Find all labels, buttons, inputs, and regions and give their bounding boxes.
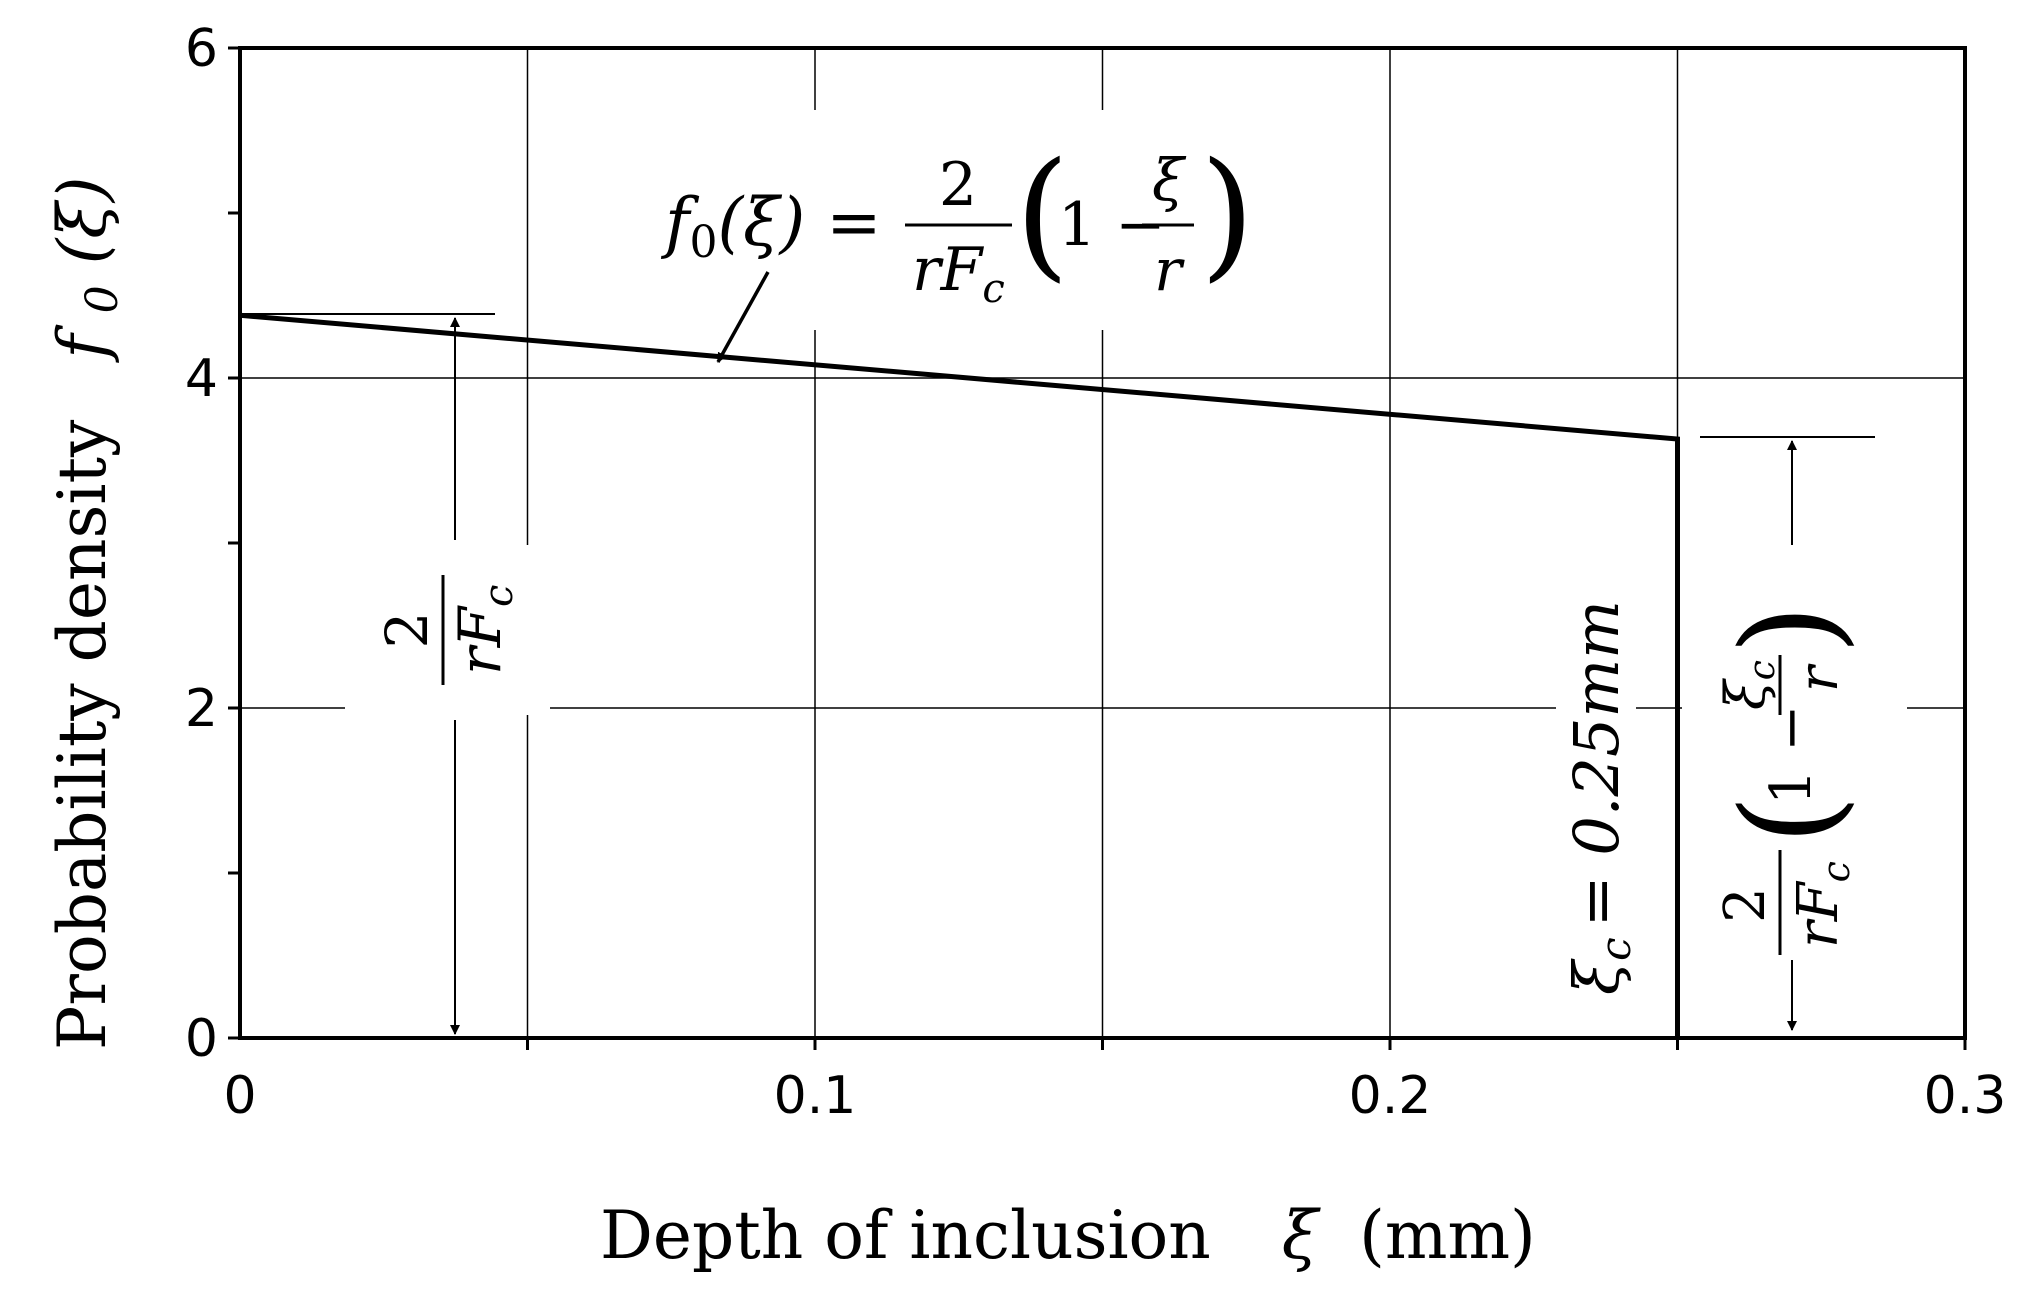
formula-close-paren: )	[1200, 133, 1255, 296]
x-axis-title-text: Depth of inclusion	[600, 1197, 1211, 1274]
x-axis-unit: (mm)	[1359, 1197, 1536, 1274]
left-dim-den-rf: rF	[446, 605, 514, 675]
formula-annotation: f0(ξ) = 2 rFc ( 1 − ξ r )	[640, 110, 1255, 330]
x-tick-label-0: 0	[223, 1066, 256, 1126]
formula-inner-numerator: ξ	[1152, 146, 1187, 214]
right-dim-inner-denominator: r	[1787, 663, 1850, 692]
x-tick-label-3: 0.3	[1924, 1066, 2007, 1126]
y-axis-title: Probability density f 0 (ξ)	[44, 176, 133, 1050]
formula-den-rf: rF	[912, 235, 985, 305]
right-dim-den-sub: c	[1814, 861, 1858, 882]
left-dimension-label: 2 rFc	[373, 575, 522, 685]
y-axis-symbol: f	[44, 324, 121, 364]
formula-inner-denominator: r	[1154, 236, 1185, 304]
formula-numerator: 2	[939, 150, 977, 220]
cutoff-label: ξc = 0.25mm	[1556, 600, 1640, 1005]
formula-denominator: rFc	[912, 235, 1005, 312]
cutoff-label-bg	[1556, 625, 1636, 1005]
x-axis-symbol: ξ	[1282, 1197, 1322, 1274]
right-dimension-label: 2 rFc ( 1 − ξc r )	[1713, 604, 1865, 955]
right-dim-inner-xi: ξ	[1714, 678, 1777, 710]
y-tick-label-2: 4	[185, 349, 218, 409]
right-dimension: 2 rFc ( 1 − ξc r )	[1682, 436, 1907, 1031]
left-dim-numerator: 2	[373, 612, 441, 649]
tick-labels: 0 0.1 0.2 0.3 0 2 4 6	[185, 19, 2006, 1126]
cutoff-symbol-sub: c	[1591, 937, 1640, 961]
x-tick-label-1: 0.1	[774, 1066, 857, 1126]
right-dim-denominator: rFc	[1786, 861, 1858, 948]
y-tick-label-1: 2	[185, 679, 218, 739]
x-axis-title: Depth of inclusion ξ (mm)	[600, 1197, 1536, 1274]
formula-lhs-arg: (ξ) =	[717, 184, 881, 261]
formula-pointer-arrow	[716, 271, 770, 363]
formula-den-sub: c	[982, 266, 1004, 312]
right-dim-inner-xi-sub: c	[1742, 660, 1783, 680]
formula-lhs: f0(ξ) =	[660, 184, 882, 268]
left-dimension: 2 rFc	[240, 313, 550, 1035]
right-dim-close-paren: )	[1713, 604, 1865, 655]
x-tick-label-2: 0.2	[1349, 1066, 1432, 1126]
left-dim-den-sub: c	[476, 585, 522, 607]
right-dim-numerator: 2	[1713, 887, 1778, 923]
right-dim-den-rf: rF	[1786, 880, 1851, 948]
right-dim-inner-numerator: ξc	[1714, 660, 1783, 710]
y-axis-title-text: Probability density	[44, 419, 121, 1050]
right-dim-one-minus: 1 −	[1759, 705, 1824, 805]
y-axis-symbol-arg: (ξ)	[44, 176, 121, 264]
formula-lhs-sub: 0	[689, 217, 717, 268]
cutoff-value: = 0.25mm	[1560, 600, 1633, 927]
y-axis-symbol-sub: 0	[77, 285, 128, 313]
formula-open-paren: (	[1015, 133, 1070, 296]
left-dimension-label-bg	[345, 545, 550, 715]
left-dim-denominator: rFc	[446, 585, 522, 675]
cutoff-symbol: ξ	[1560, 958, 1633, 995]
y-tick-label-0: 0	[185, 1009, 218, 1069]
right-dim-open-paren: (	[1713, 794, 1865, 845]
right-dimension-label-bg	[1682, 560, 1907, 955]
y-tick-label-3: 6	[185, 19, 218, 79]
formula-background	[640, 110, 1250, 330]
plot-frame	[238, 46, 1967, 1040]
cutoff-text: ξc = 0.25mm	[1560, 600, 1640, 995]
